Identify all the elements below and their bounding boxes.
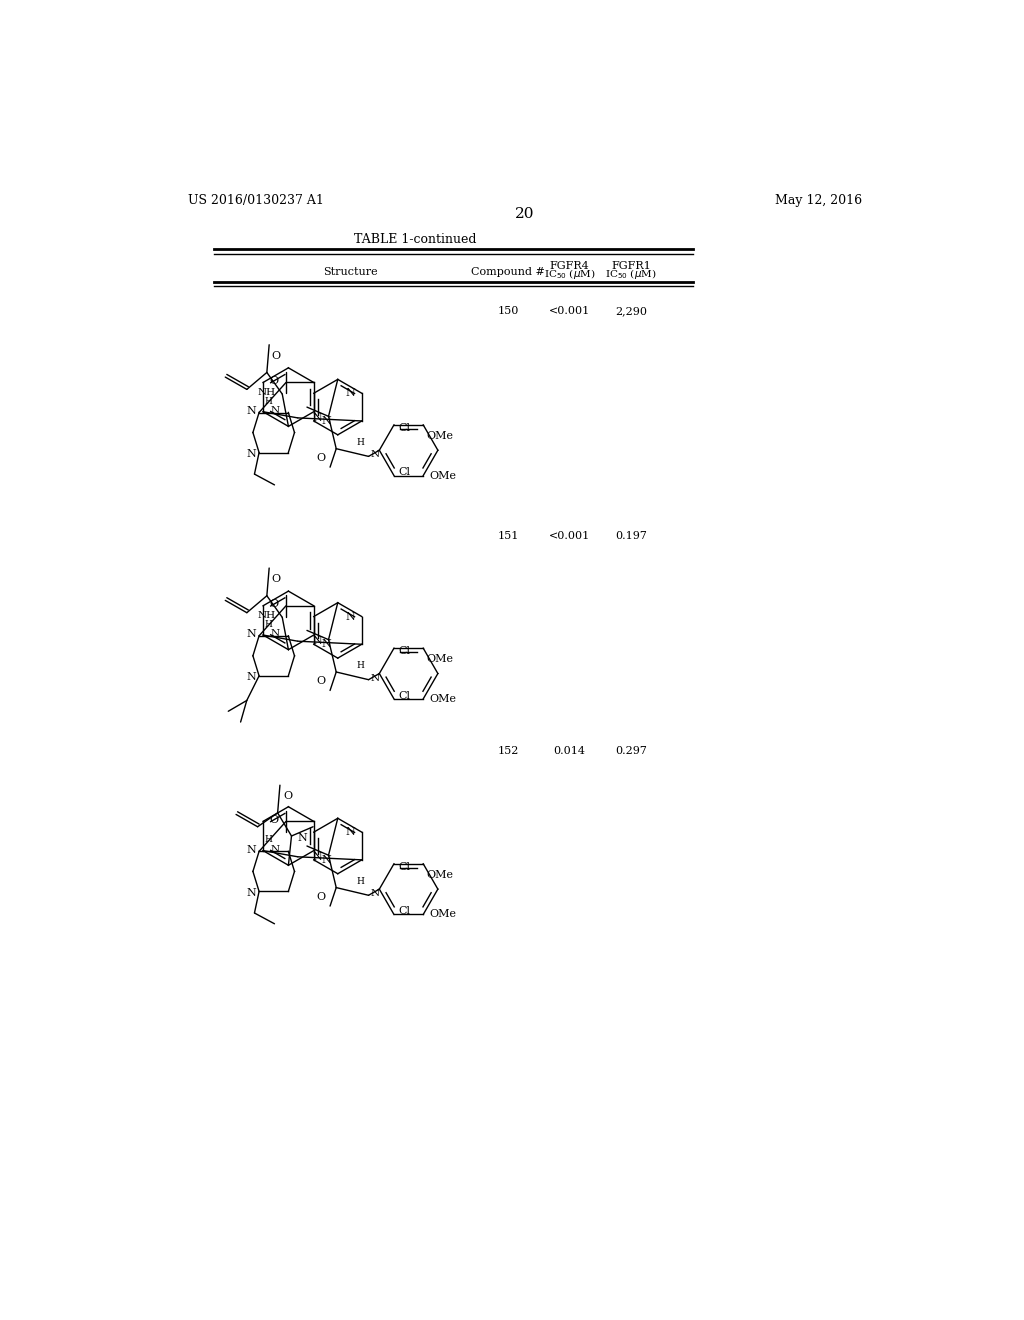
Text: OMe: OMe bbox=[429, 909, 457, 920]
Text: Cl: Cl bbox=[398, 467, 411, 478]
Text: NH: NH bbox=[258, 611, 276, 620]
Text: O: O bbox=[269, 599, 279, 610]
Text: N: N bbox=[298, 833, 307, 842]
Text: FGFR4: FGFR4 bbox=[550, 261, 590, 271]
Text: H: H bbox=[356, 661, 365, 671]
Text: H: H bbox=[264, 836, 272, 845]
Text: N: N bbox=[312, 851, 323, 862]
Text: N: N bbox=[270, 405, 280, 414]
Text: N: N bbox=[370, 450, 379, 459]
Text: N: N bbox=[346, 388, 355, 399]
Text: 2,290: 2,290 bbox=[615, 306, 647, 315]
Text: N: N bbox=[246, 888, 256, 898]
Text: IC$_{50}$ ($\mu$M): IC$_{50}$ ($\mu$M) bbox=[544, 267, 595, 281]
Text: 0.014: 0.014 bbox=[553, 746, 586, 756]
Text: N: N bbox=[370, 673, 379, 682]
Text: H: H bbox=[264, 396, 272, 405]
Text: O: O bbox=[271, 351, 281, 360]
Text: N: N bbox=[312, 413, 323, 422]
Text: NH: NH bbox=[258, 388, 276, 397]
Text: N: N bbox=[246, 407, 256, 416]
Text: N: N bbox=[246, 630, 256, 639]
Text: 20: 20 bbox=[515, 207, 535, 220]
Text: O: O bbox=[284, 791, 293, 801]
Text: N: N bbox=[322, 416, 331, 426]
Text: N: N bbox=[312, 636, 323, 647]
Text: Cl: Cl bbox=[398, 647, 411, 656]
Text: OMe: OMe bbox=[429, 470, 457, 480]
Text: O: O bbox=[269, 814, 279, 825]
Text: OMe: OMe bbox=[426, 653, 454, 664]
Text: OMe: OMe bbox=[426, 430, 454, 441]
Text: IC$_{50}$ ($\mu$M): IC$_{50}$ ($\mu$M) bbox=[605, 267, 656, 281]
Text: 0.197: 0.197 bbox=[615, 531, 647, 541]
Text: N: N bbox=[322, 855, 331, 865]
Text: H: H bbox=[356, 438, 365, 447]
Text: N: N bbox=[246, 845, 256, 855]
Text: O: O bbox=[316, 453, 326, 463]
Text: O: O bbox=[271, 574, 281, 583]
Text: OMe: OMe bbox=[429, 694, 457, 704]
Text: N: N bbox=[270, 630, 280, 638]
Text: <0.001: <0.001 bbox=[549, 306, 590, 315]
Text: Structure: Structure bbox=[323, 268, 377, 277]
Text: N: N bbox=[270, 845, 280, 854]
Text: Cl: Cl bbox=[398, 907, 411, 916]
Text: N: N bbox=[346, 611, 355, 622]
Text: O: O bbox=[316, 892, 326, 902]
Text: US 2016/0130237 A1: US 2016/0130237 A1 bbox=[188, 194, 325, 207]
Text: 152: 152 bbox=[498, 746, 518, 756]
Text: 151: 151 bbox=[498, 531, 518, 541]
Text: N: N bbox=[246, 672, 256, 682]
Text: Cl: Cl bbox=[398, 422, 411, 433]
Text: 0.297: 0.297 bbox=[615, 746, 647, 756]
Text: H: H bbox=[356, 876, 365, 886]
Text: O: O bbox=[269, 376, 279, 385]
Text: N: N bbox=[322, 639, 331, 649]
Text: N: N bbox=[346, 828, 355, 837]
Text: Compound #: Compound # bbox=[471, 268, 545, 277]
Text: TABLE 1-continued: TABLE 1-continued bbox=[354, 232, 477, 246]
Text: H: H bbox=[264, 620, 272, 628]
Text: <0.001: <0.001 bbox=[549, 531, 590, 541]
Text: Cl: Cl bbox=[398, 862, 411, 873]
Text: OMe: OMe bbox=[426, 870, 454, 879]
Text: Cl: Cl bbox=[398, 690, 411, 701]
Text: FGFR1: FGFR1 bbox=[611, 261, 651, 271]
Text: O: O bbox=[316, 676, 326, 686]
Text: May 12, 2016: May 12, 2016 bbox=[775, 194, 862, 207]
Text: N: N bbox=[246, 449, 256, 459]
Text: 150: 150 bbox=[498, 306, 518, 315]
Text: N: N bbox=[370, 890, 379, 898]
